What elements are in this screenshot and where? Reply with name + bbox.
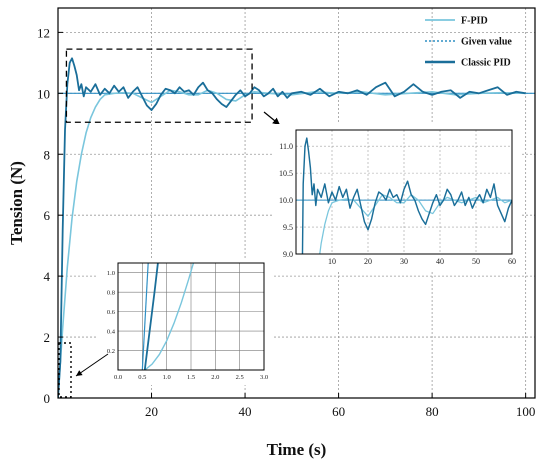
y-tick-label: 2	[44, 330, 51, 345]
early-y-tick-label: 0.2	[107, 348, 115, 355]
early-x-tick-label: 0.5	[138, 374, 146, 381]
zoom-series-f-pid	[319, 194, 512, 254]
zoom-x-tick-label: 40	[436, 257, 444, 266]
early-x-tick-label: 2.5	[236, 374, 244, 381]
origin-zoom-box	[58, 342, 72, 398]
zoom-y-tick-label: 9.5	[283, 223, 293, 232]
zoom-x-tick-label: 30	[400, 257, 408, 266]
x-tick-label: 20	[145, 404, 158, 419]
early-inset-frame	[117, 262, 265, 371]
early-y-tick-label: 1.0	[107, 270, 115, 277]
x-tick-label: 60	[332, 404, 345, 419]
y-tick-label: 4	[44, 269, 51, 284]
plot-frame	[57, 7, 536, 399]
zoom-arrow	[263, 111, 281, 126]
origin-zoom-arrow	[75, 353, 109, 377]
early-x-tick-label: 3.0	[260, 374, 268, 381]
early-series-given-value	[141, 263, 149, 370]
legend-label: Given value	[461, 37, 512, 48]
zoom-y-tick-label: 9.0	[283, 250, 293, 259]
x-tick-label: 80	[426, 404, 439, 419]
zoom-region-box	[65, 48, 253, 123]
zoom-y-tick-label: 10.5	[279, 169, 293, 178]
zoom-inset-frame	[295, 129, 513, 255]
legend-label: Classic PID	[461, 58, 511, 69]
main-series-group	[58, 57, 535, 398]
early-y-tick-label: 0.4	[107, 329, 116, 336]
zoom-series-classic-pid	[301, 137, 512, 254]
zoom-x-tick-label: 50	[472, 257, 480, 266]
zoom-y-tick-label: 11.0	[279, 142, 293, 151]
early-series-classic-pid	[143, 263, 159, 370]
early-x-tick-label: 1.0	[163, 374, 171, 381]
zoom-y-tick-label: 10.0	[279, 196, 293, 205]
legend-label: F-PID	[461, 16, 488, 27]
early-y-tick-label: 0.8	[107, 290, 115, 297]
early-inset-background	[98, 258, 274, 385]
x-axis-title: Time (s)	[267, 440, 327, 459]
early-x-tick-label: 0.0	[114, 374, 122, 381]
y-tick-label: 12	[37, 25, 50, 40]
early-series-f-pid	[144, 263, 195, 370]
y-tick-label: 10	[37, 86, 50, 101]
x-tick-label: 40	[239, 404, 252, 419]
early-x-tick-label: 2.0	[211, 374, 219, 381]
series-line-f-pid	[58, 89, 526, 398]
y-tick-label: 8	[44, 147, 51, 162]
zoom-x-tick-label: 20	[364, 257, 372, 266]
early-y-tick-label: 0.6	[107, 309, 116, 316]
early-x-tick-label: 1.5	[187, 374, 195, 381]
x-tick-label: 100	[516, 404, 536, 419]
zoom-x-tick-label: 10	[328, 257, 336, 266]
y-tick-label: 6	[44, 208, 51, 223]
zoom-series-group	[296, 137, 512, 254]
series-line-classic-pid	[58, 57, 526, 398]
y-tick-label: 0	[44, 391, 51, 406]
zoom-x-tick-label: 60	[508, 257, 516, 266]
y-axis-title: Tension (N)	[7, 161, 26, 245]
early-series-group	[141, 263, 195, 370]
